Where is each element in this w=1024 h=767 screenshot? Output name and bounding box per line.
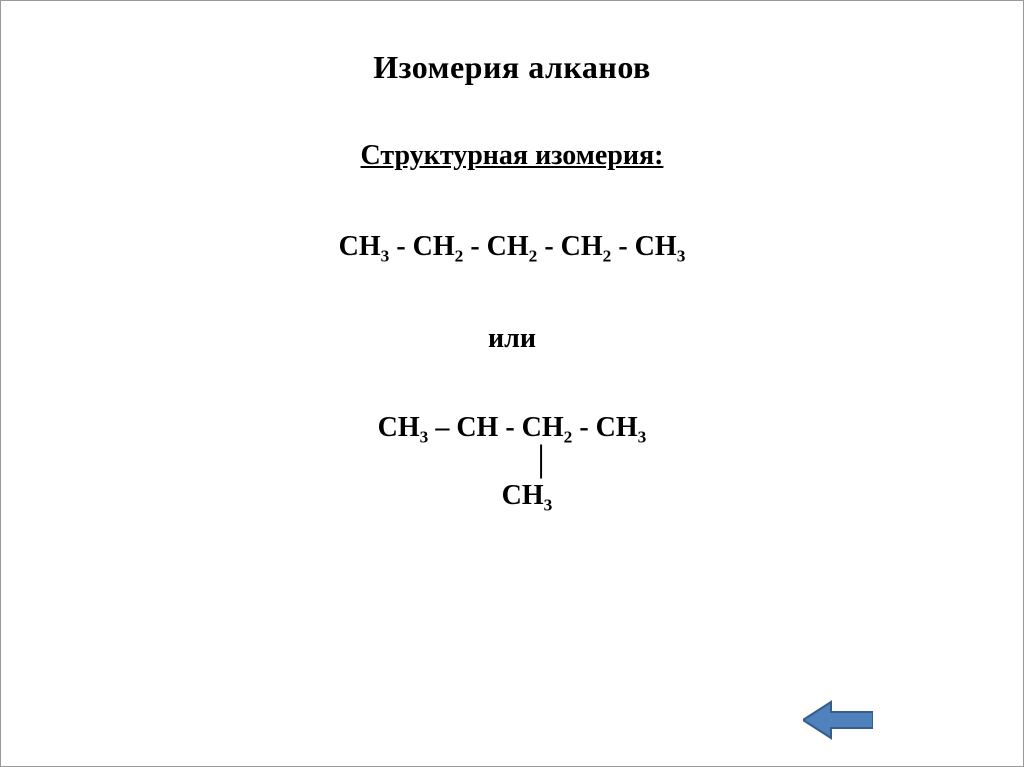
formula-pentane: CH3 - CH2 - CH2 - CH2 - CH3 — [1, 230, 1023, 267]
arrow-left-icon — [803, 700, 873, 740]
isopentane-main-chain: CH3 – CH - CH2 - CH3 — [1, 411, 1023, 445]
back-arrow[interactable] — [803, 700, 873, 740]
slide-subtitle: Структурная изомерия: — [1, 140, 1023, 172]
slide-title: Изомерия алканов — [1, 49, 1023, 86]
isopentane-branch: CH3 — [31, 479, 1023, 513]
isopentane-bond: │ — [59, 445, 1023, 479]
formula-isopentane: CH3 – CH - CH2 - CH3 │ CH3 — [1, 411, 1023, 513]
slide: Изомерия алканов Структурная изомерия: C… — [0, 0, 1024, 767]
or-label: или — [1, 323, 1023, 355]
